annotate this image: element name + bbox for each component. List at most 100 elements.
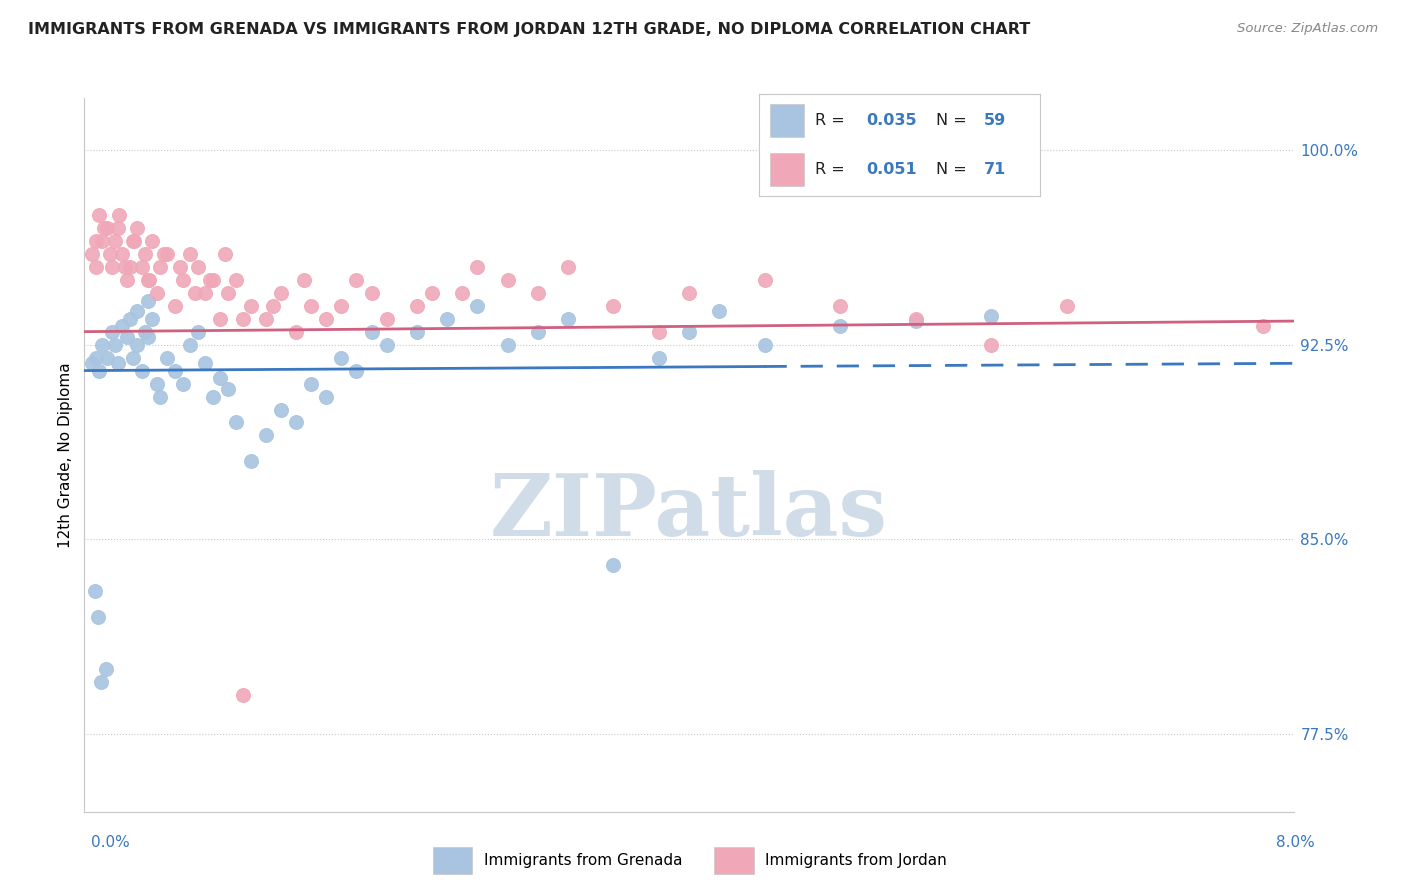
Point bbox=[89, 208, 111, 222]
Point bbox=[602, 299, 624, 313]
Point bbox=[451, 285, 474, 300]
Point bbox=[163, 363, 186, 377]
Point bbox=[80, 247, 103, 261]
Text: N =: N = bbox=[936, 112, 973, 128]
Bar bbox=[770, 153, 804, 186]
Point bbox=[146, 376, 169, 391]
Point bbox=[194, 285, 217, 300]
Point bbox=[107, 220, 129, 235]
Text: R =: R = bbox=[815, 112, 851, 128]
Text: R =: R = bbox=[815, 162, 851, 178]
Point bbox=[86, 351, 108, 365]
Point bbox=[330, 351, 353, 365]
Point bbox=[678, 325, 700, 339]
Point bbox=[904, 311, 927, 326]
Point bbox=[299, 299, 322, 313]
Point bbox=[270, 402, 292, 417]
Point bbox=[254, 428, 277, 442]
Point bbox=[1056, 299, 1078, 313]
Point bbox=[121, 351, 143, 365]
Point bbox=[107, 356, 129, 370]
Point bbox=[100, 260, 122, 274]
Point bbox=[436, 311, 458, 326]
Text: 59: 59 bbox=[984, 112, 1007, 128]
Point bbox=[201, 273, 224, 287]
Point bbox=[647, 351, 671, 365]
Point bbox=[86, 260, 108, 274]
Point bbox=[346, 363, 368, 377]
Point bbox=[217, 382, 239, 396]
Point bbox=[262, 299, 284, 313]
Point bbox=[375, 311, 398, 326]
Point bbox=[115, 330, 138, 344]
Point bbox=[496, 273, 519, 287]
Point bbox=[163, 299, 186, 313]
Point bbox=[754, 273, 776, 287]
Point bbox=[111, 319, 134, 334]
Point bbox=[104, 234, 127, 248]
Point bbox=[136, 273, 159, 287]
Point bbox=[169, 260, 191, 274]
Point bbox=[375, 337, 398, 351]
Point bbox=[557, 311, 579, 326]
Point bbox=[136, 293, 159, 308]
Point bbox=[187, 260, 209, 274]
Point bbox=[284, 325, 308, 339]
Point bbox=[104, 337, 127, 351]
Point bbox=[254, 311, 277, 326]
Point bbox=[330, 299, 353, 313]
Point bbox=[904, 314, 927, 328]
Text: ZIPatlas: ZIPatlas bbox=[489, 470, 889, 554]
Point bbox=[156, 351, 179, 365]
Point bbox=[830, 319, 852, 334]
Point bbox=[980, 309, 1002, 323]
Text: IMMIGRANTS FROM GRENADA VS IMMIGRANTS FROM JORDAN 12TH GRADE, NO DIPLOMA CORRELA: IMMIGRANTS FROM GRENADA VS IMMIGRANTS FR… bbox=[28, 22, 1031, 37]
Point bbox=[420, 285, 443, 300]
Point bbox=[284, 416, 308, 430]
Point bbox=[754, 337, 776, 351]
Point bbox=[467, 260, 489, 274]
Point bbox=[91, 337, 114, 351]
Point bbox=[138, 273, 160, 287]
Point bbox=[153, 247, 176, 261]
Text: 0.035: 0.035 bbox=[866, 112, 917, 128]
Point bbox=[406, 299, 429, 313]
Point bbox=[346, 273, 368, 287]
Point bbox=[315, 390, 337, 404]
Point bbox=[198, 273, 221, 287]
Point bbox=[201, 390, 224, 404]
Point bbox=[94, 662, 117, 676]
Text: 8.0%: 8.0% bbox=[1275, 836, 1315, 850]
Point bbox=[232, 688, 254, 702]
Point bbox=[292, 273, 315, 287]
Point bbox=[134, 247, 156, 261]
Point bbox=[406, 325, 429, 339]
Point bbox=[225, 273, 247, 287]
Point bbox=[232, 311, 254, 326]
Point bbox=[84, 584, 107, 599]
Point bbox=[194, 356, 217, 370]
Point bbox=[239, 299, 262, 313]
Point bbox=[187, 325, 209, 339]
Point bbox=[134, 325, 156, 339]
Point bbox=[127, 337, 149, 351]
Point bbox=[127, 304, 149, 318]
Point bbox=[270, 285, 292, 300]
Point bbox=[96, 351, 118, 365]
Point bbox=[830, 299, 852, 313]
Point bbox=[156, 247, 179, 261]
Point bbox=[360, 285, 382, 300]
Point bbox=[209, 371, 232, 385]
Point bbox=[96, 220, 118, 235]
Point bbox=[91, 234, 114, 248]
Point bbox=[183, 285, 205, 300]
Text: 0.0%: 0.0% bbox=[91, 836, 131, 850]
Text: N =: N = bbox=[936, 162, 973, 178]
Point bbox=[980, 337, 1002, 351]
Y-axis label: 12th Grade, No Diploma: 12th Grade, No Diploma bbox=[58, 362, 73, 548]
Point bbox=[114, 260, 136, 274]
Bar bbox=[433, 847, 472, 874]
Point bbox=[647, 325, 671, 339]
Point bbox=[118, 311, 141, 326]
Point bbox=[111, 247, 134, 261]
